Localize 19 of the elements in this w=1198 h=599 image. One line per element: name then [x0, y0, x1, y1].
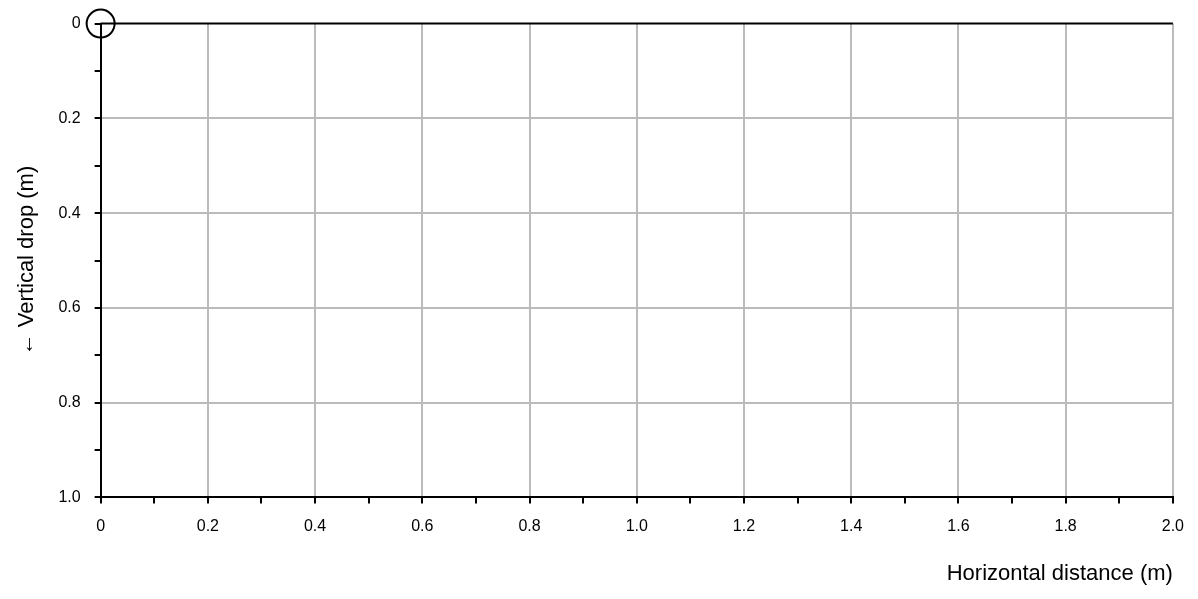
x-tick-label: 1.0: [625, 517, 648, 535]
x-tick-label: 0.2: [196, 517, 220, 535]
y-tick-label: 0.6: [58, 298, 81, 316]
x-tick-label: 1.2: [732, 517, 756, 535]
x-tick-label: 2.0: [1161, 517, 1185, 535]
y-axis-title: ← Vertical drop (m): [13, 165, 39, 356]
x-tick-label: 1.8: [1054, 517, 1077, 535]
x-axis-title: Horizontal distance (m): [946, 559, 1173, 585]
y-tick-label: 0.8: [58, 393, 81, 411]
y-tick-label: 0.2: [58, 108, 81, 126]
x-tick-label: 1.6: [947, 517, 970, 535]
x-tick-label: 0: [96, 517, 106, 535]
y-tick-label: 0.4: [58, 203, 81, 221]
y-tick-label: 1.0: [58, 487, 81, 505]
x-tick-label: 0.6: [411, 517, 434, 535]
y-tick-label: 0: [71, 14, 81, 32]
x-tick-label: 0.8: [518, 517, 541, 535]
x-tick-label: 0.4: [303, 517, 327, 535]
x-tick-label: 1.4: [840, 517, 863, 535]
